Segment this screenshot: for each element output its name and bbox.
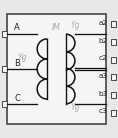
FancyBboxPatch shape [7, 14, 106, 124]
Text: a3: a3 [98, 73, 107, 79]
Bar [2, 66, 7, 72]
Text: a2: a2 [98, 20, 107, 26]
Bar [2, 31, 7, 37]
Bar [111, 57, 116, 63]
Bar [111, 110, 116, 116]
Text: b2: b2 [98, 38, 107, 44]
Bar [2, 101, 7, 107]
Text: A: A [14, 23, 20, 32]
Bar [111, 39, 116, 45]
Text: c2: c2 [99, 55, 107, 61]
Text: Yg: Yg [71, 21, 80, 30]
Text: c3: c3 [99, 108, 107, 115]
Bar [111, 21, 116, 27]
Text: IM: IM [52, 23, 61, 32]
Bar [111, 74, 116, 80]
Bar [111, 92, 116, 98]
Text: C: C [14, 94, 20, 103]
Text: B: B [14, 59, 20, 68]
Text: Yg: Yg [71, 104, 80, 112]
Text: Yg: Yg [17, 53, 27, 62]
Text: b3: b3 [98, 91, 107, 97]
